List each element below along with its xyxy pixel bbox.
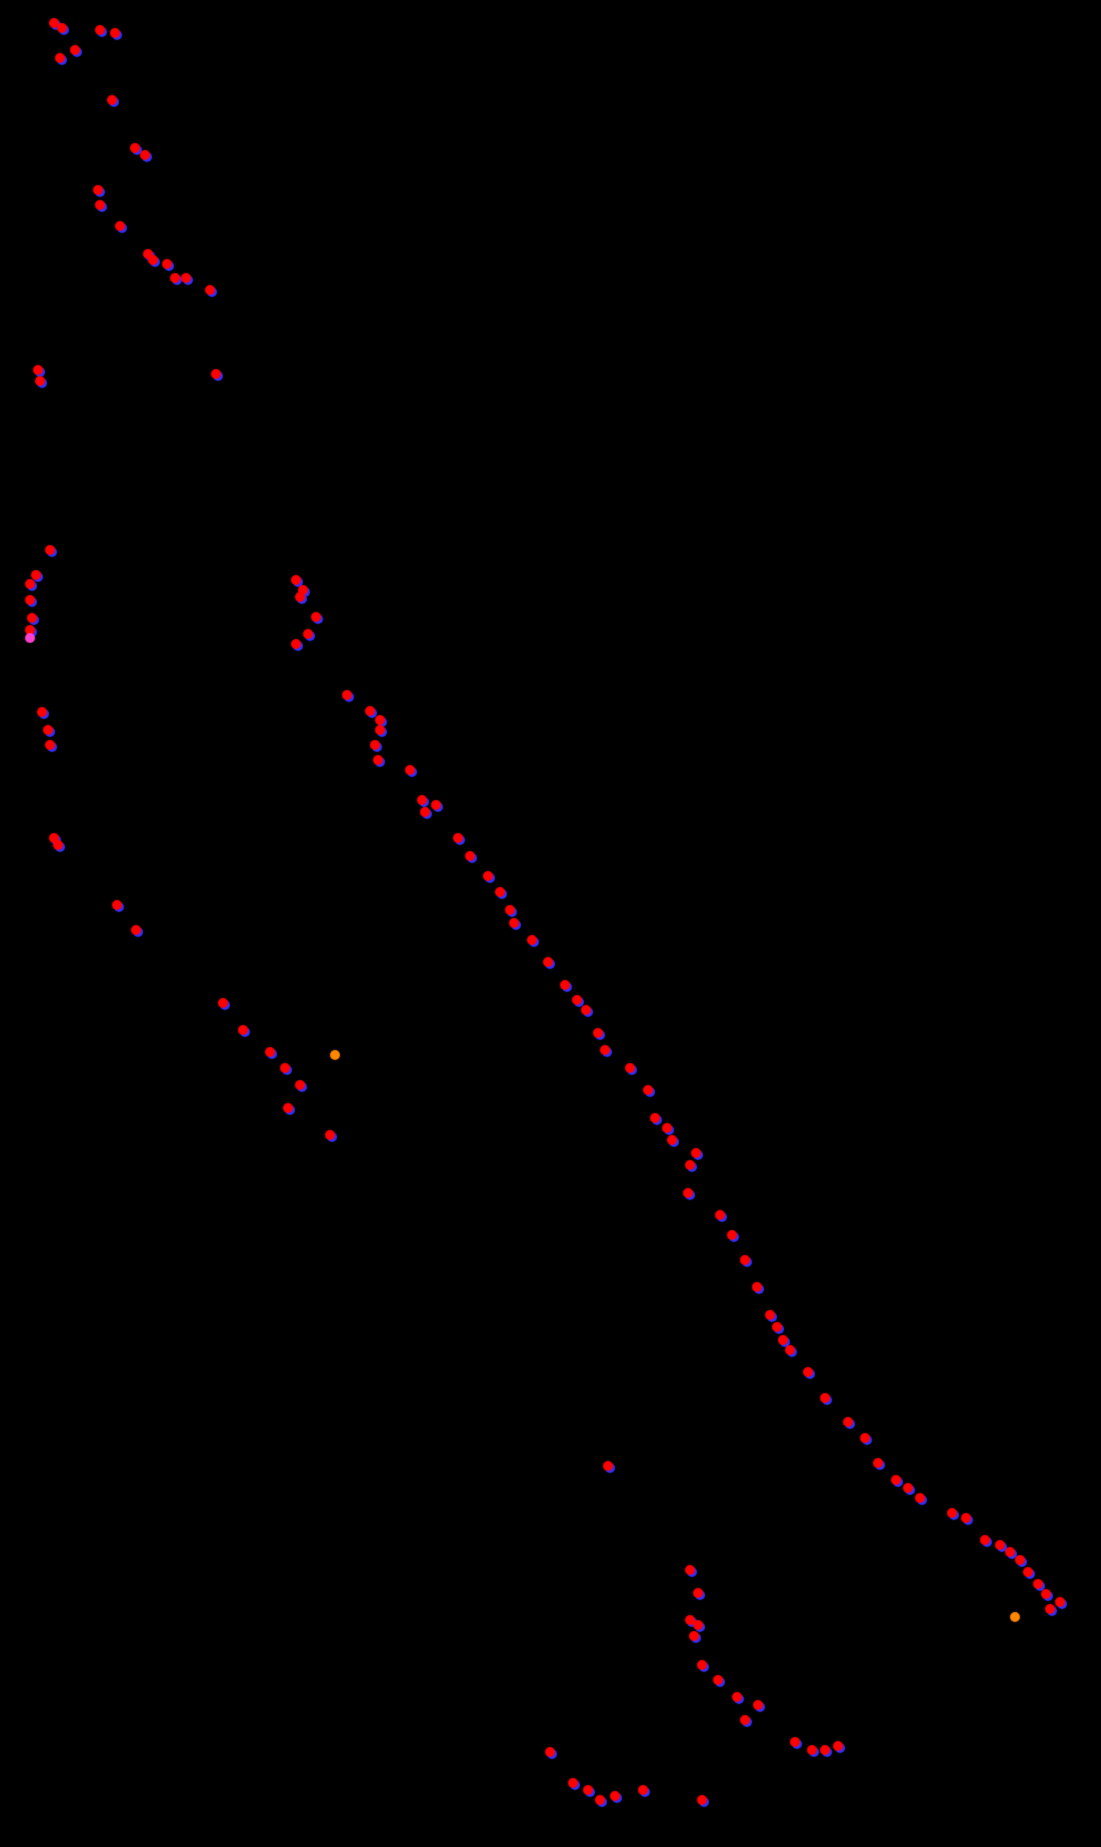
scatter-plot — [0, 0, 1101, 1847]
